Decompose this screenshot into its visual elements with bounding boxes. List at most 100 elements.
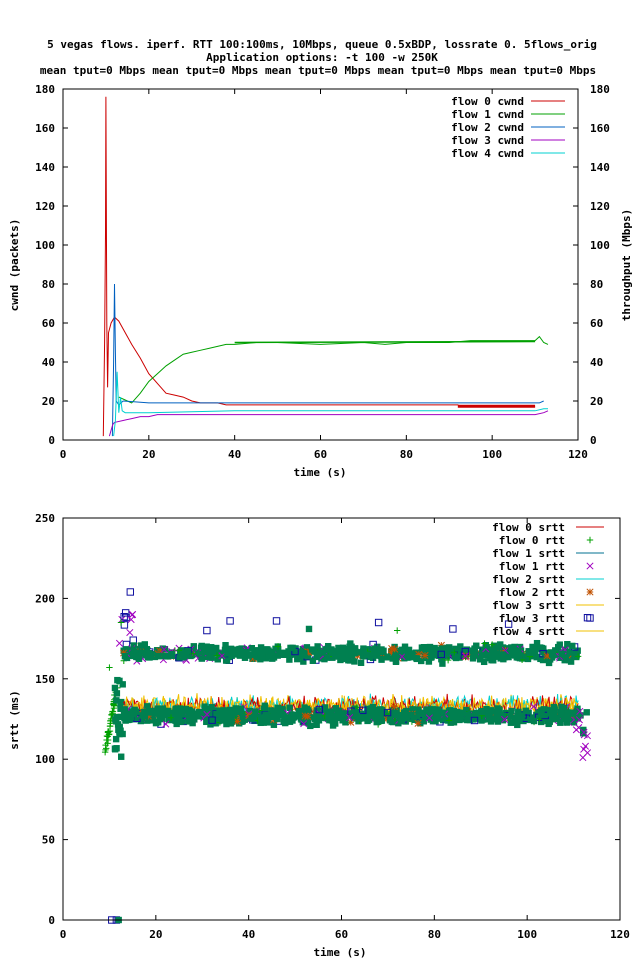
- rtt-marker: [481, 640, 488, 647]
- rtt-marker: [375, 707, 382, 714]
- rtt-marker: [243, 648, 250, 656]
- rtt-marker: [351, 645, 359, 652]
- rtt-marker: [154, 652, 162, 660]
- rtt-marker: [416, 709, 424, 716]
- rtt-marker: [274, 704, 282, 712]
- rtt-marker: [295, 707, 302, 715]
- rtt-marker: [438, 656, 445, 663]
- rtt-marker: [172, 705, 179, 713]
- legend-label-flow-2-srtt: flow 2 srtt: [492, 573, 565, 586]
- rtt-marker: [485, 714, 493, 721]
- rtt-marker: [454, 708, 461, 716]
- rtt-marker: [301, 704, 308, 711]
- rtt-outlier-marker: [126, 588, 135, 596]
- rtt-marker: [353, 712, 361, 720]
- rtt-marker: [146, 650, 154, 657]
- rtt-marker: [323, 654, 331, 661]
- rtt-marker: [262, 713, 269, 721]
- rtt-marker: [159, 705, 167, 712]
- rtt-marker: [187, 713, 195, 721]
- rtt-marker-startup: [105, 731, 113, 738]
- rtt-marker: [249, 654, 257, 662]
- rtt-marker: [153, 647, 161, 654]
- rtt-marker: [508, 649, 515, 656]
- rtt-marker-startup: [118, 753, 125, 760]
- rtt-marker: [121, 706, 128, 713]
- rtt-marker: [436, 646, 443, 654]
- rtt-marker: [461, 647, 469, 656]
- rtt-outlier-marker: [203, 626, 211, 635]
- rtt-marker: [235, 715, 242, 722]
- rtt-marker: [421, 654, 428, 662]
- figure-title-line-3: mean tput=0 Mbps mean tput=0 Mbps mean t…: [40, 64, 596, 77]
- rtt-marker: [476, 656, 484, 663]
- x-tick-label: 40: [242, 928, 255, 941]
- rtt-marker: [463, 646, 470, 653]
- rtt-marker: [464, 716, 471, 724]
- rtt-marker: [282, 719, 289, 727]
- rtt-marker: [207, 717, 214, 724]
- rtt-marker: [248, 714, 255, 722]
- rtt-marker: [364, 705, 371, 713]
- rtt-marker: [208, 704, 215, 711]
- rtt-marker: [314, 650, 321, 657]
- rtt-outlier-marker: [305, 625, 313, 633]
- rtt-marker: [546, 656, 554, 663]
- rtt-marker: [394, 647, 402, 655]
- legend-swatch-flow-2-rtt: [586, 588, 594, 596]
- rtt-marker: [493, 716, 500, 723]
- y-tick-label: 80: [42, 278, 55, 291]
- rtt-marker: [308, 646, 316, 653]
- rtt-marker: [437, 650, 445, 659]
- rtt-marker: [518, 710, 525, 718]
- rtt-marker: [326, 708, 333, 715]
- rtt-marker: [445, 717, 453, 724]
- rtt-marker: [252, 708, 259, 716]
- rtt-marker: [386, 717, 394, 724]
- srtt-series-group: [101, 588, 592, 924]
- y2-tick-label: 180: [590, 83, 610, 96]
- rtt-marker: [289, 644, 296, 652]
- rtt-marker: [569, 642, 576, 650]
- rtt-marker: [208, 648, 216, 656]
- rtt-marker: [574, 653, 582, 660]
- rtt-marker: [378, 648, 385, 656]
- rtt-marker: [289, 711, 296, 719]
- rtt-marker: [329, 722, 337, 729]
- rtt-marker: [302, 717, 309, 724]
- rtt-marker: [144, 703, 151, 710]
- srtt-x-axis-label: time (s): [314, 946, 367, 959]
- rtt-outlier-marker: [449, 625, 457, 633]
- rtt-marker: [313, 721, 320, 729]
- rtt-marker: [183, 707, 190, 714]
- legend-label-flow-4-srtt: flow 4 srtt: [492, 625, 565, 638]
- rtt-marker: [397, 717, 405, 725]
- rtt-marker: [444, 656, 452, 664]
- rtt-marker: [339, 653, 346, 661]
- rtt-marker: [200, 648, 208, 656]
- rtt-marker: [389, 707, 396, 714]
- rtt-marker: [287, 651, 294, 659]
- rtt-marker: [128, 710, 135, 717]
- rtt-marker: [392, 651, 399, 659]
- y-tick-label: 0: [48, 914, 55, 927]
- rtt-marker: [246, 651, 254, 658]
- legend-label-flow-0-cwnd: flow 0 cwnd: [451, 95, 524, 108]
- legend-label-flow-1-rtt: flow 1 rtt: [499, 560, 565, 573]
- cwnd-axes: 0 20 40 60 80 100 1200204060801001201401601800…: [35, 83, 610, 461]
- rtt-marker: [208, 654, 215, 661]
- rtt-marker: [216, 709, 223, 717]
- rtt-marker: [309, 657, 317, 664]
- rtt-marker: [149, 717, 157, 724]
- rtt-marker-startup: [109, 710, 116, 717]
- rtt-marker: [418, 644, 426, 651]
- rtt-marker: [487, 718, 495, 725]
- rtt-marker-tail: [580, 726, 587, 734]
- rtt-marker: [421, 648, 429, 655]
- x-tick-label: 0: [60, 448, 67, 461]
- y2-tick-label: 40: [590, 356, 603, 369]
- rtt-marker: [303, 644, 311, 651]
